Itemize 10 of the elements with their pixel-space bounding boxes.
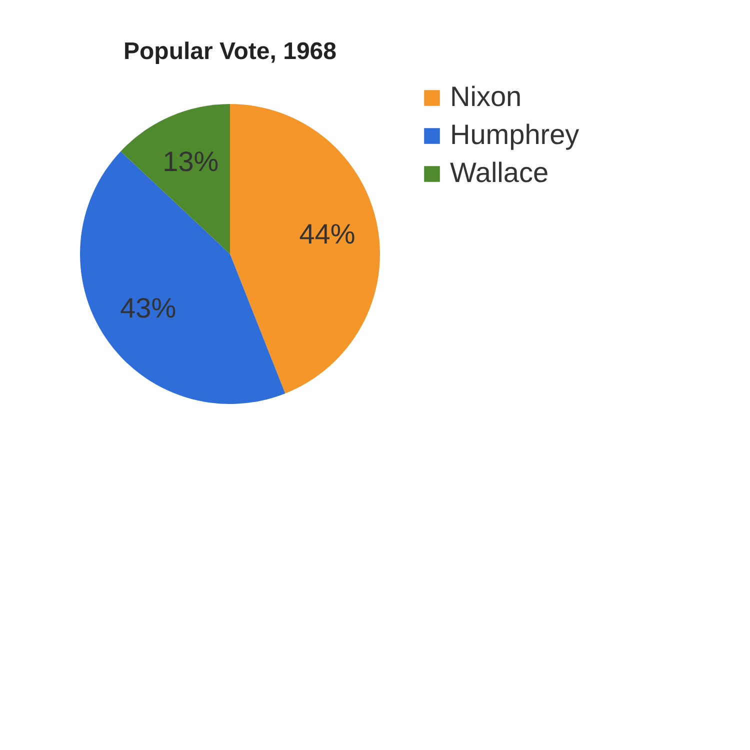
- pie-slice: [80, 151, 286, 404]
- data-label: 13%: [162, 146, 219, 178]
- chart-title: Popular Vote, 1968: [124, 38, 336, 65]
- data-label: 44%: [299, 218, 356, 250]
- legend-label: Nixon: [450, 81, 522, 112]
- pie-slice: [120, 104, 230, 254]
- legend-label: Humphrey: [450, 119, 580, 150]
- legend-label: Wallace: [450, 157, 549, 188]
- data-label: 43%: [120, 292, 176, 324]
- pie-slice: [230, 104, 380, 394]
